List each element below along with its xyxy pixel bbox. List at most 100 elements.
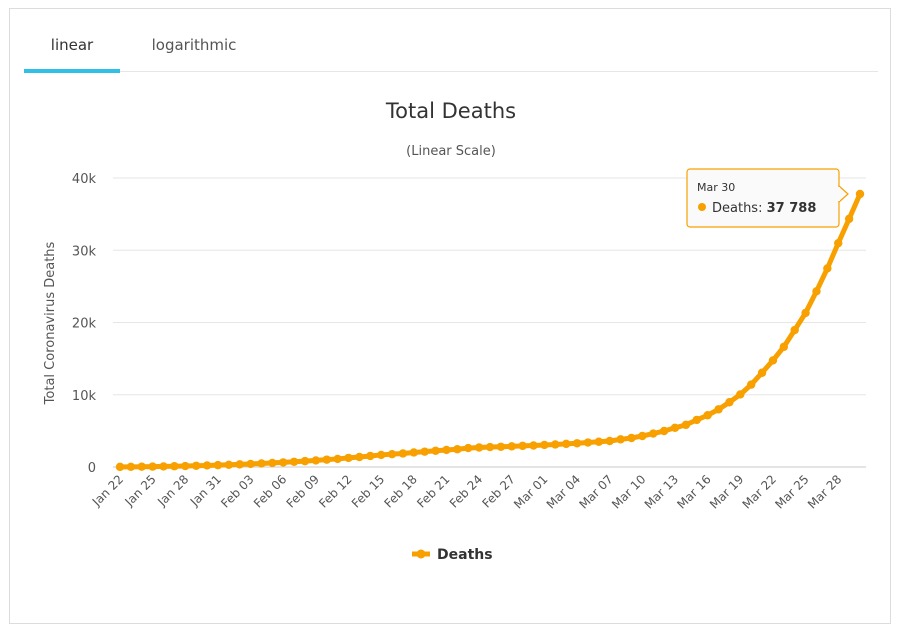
data-point[interactable] — [801, 308, 810, 318]
data-point[interactable] — [844, 214, 854, 224]
data-point[interactable] — [344, 453, 353, 463]
data-point[interactable] — [670, 423, 680, 432]
svg-text:Deaths: 37 788: Deaths: 37 788 — [712, 201, 816, 216]
y-tick-label: 40k — [72, 172, 97, 187]
tab-linear[interactable]: linear — [50, 36, 94, 54]
data-point[interactable] — [300, 456, 310, 466]
data-point[interactable] — [213, 460, 223, 470]
tooltip-series-marker — [698, 203, 706, 211]
tooltip-pointer — [838, 184, 849, 204]
data-point[interactable] — [594, 437, 604, 446]
data-point[interactable] — [224, 460, 234, 469]
data-point[interactable] — [518, 441, 527, 451]
data-point[interactable] — [170, 462, 179, 471]
data-point[interactable] — [583, 438, 593, 447]
data-point[interactable] — [257, 459, 266, 468]
data-point[interactable] — [126, 462, 136, 472]
data-point[interactable] — [398, 449, 408, 458]
x-tick-label: Feb 27 — [479, 472, 517, 510]
data-point[interactable] — [496, 442, 506, 451]
data-point[interactable] — [181, 461, 190, 471]
tooltip-series-name: Deaths — [712, 201, 758, 216]
data-point[interactable] — [649, 429, 658, 438]
data-point[interactable] — [812, 287, 821, 296]
data-point[interactable] — [561, 439, 571, 449]
data-point[interactable] — [474, 443, 484, 452]
data-point[interactable] — [311, 456, 321, 465]
x-tick-label: Jan 31 — [187, 472, 224, 509]
chart-frame: linear logarithmic — [9, 8, 891, 624]
data-point[interactable] — [540, 440, 549, 450]
data-point[interactable] — [420, 447, 429, 456]
data-point[interactable] — [659, 426, 669, 436]
x-tick-label: Feb 21 — [414, 472, 452, 510]
x-tick-label: Mar 10 — [609, 472, 648, 511]
x-tick-label: Feb 09 — [284, 472, 322, 510]
data-point[interactable] — [246, 459, 255, 469]
data-point[interactable] — [779, 342, 789, 352]
x-tick-label: Mar 16 — [674, 472, 713, 511]
data-point[interactable] — [409, 448, 419, 457]
data-point[interactable] — [605, 436, 614, 446]
data-point[interactable] — [507, 442, 516, 451]
data-point[interactable] — [191, 461, 201, 470]
tooltip: Mar 30 Deaths: 37 788 — [686, 168, 849, 228]
x-tick-label: Mar 22 — [740, 472, 779, 511]
data-point[interactable] — [137, 462, 146, 471]
data-point[interactable] — [746, 380, 756, 389]
x-tick-label: Mar 19 — [707, 472, 746, 511]
y-tick-label: 10k — [72, 389, 97, 404]
x-tick-label: Jan 25 — [122, 472, 159, 509]
data-point[interactable] — [453, 445, 462, 454]
data-point[interactable] — [376, 450, 386, 460]
x-tick-label: Feb 24 — [447, 472, 485, 510]
data-point[interactable] — [485, 442, 495, 452]
data-point[interactable] — [790, 325, 799, 335]
data-point[interactable] — [616, 435, 625, 444]
data-point[interactable] — [638, 431, 647, 441]
data-point[interactable] — [322, 455, 331, 464]
x-tick-label: Jan 22 — [89, 472, 126, 509]
active-tab-indicator — [24, 69, 120, 73]
x-tick-label: Feb 06 — [251, 472, 289, 510]
data-point[interactable] — [855, 189, 865, 199]
x-tick-label: Mar 04 — [544, 472, 583, 511]
data-point[interactable] — [529, 441, 538, 450]
data-point[interactable] — [714, 405, 723, 414]
data-point[interactable] — [279, 458, 288, 467]
data-point[interactable] — [551, 440, 560, 449]
data-point[interactable] — [627, 433, 636, 443]
data-point[interactable] — [387, 449, 397, 459]
data-point[interactable] — [681, 420, 691, 430]
data-point[interactable] — [333, 454, 342, 464]
tooltip-date: Mar 30 — [697, 181, 735, 194]
data-point[interactable] — [442, 445, 451, 455]
data-point[interactable] — [268, 458, 277, 468]
data-point[interactable] — [464, 443, 473, 453]
data-point[interactable] — [115, 462, 125, 472]
data-point[interactable] — [572, 439, 582, 448]
data-point[interactable] — [366, 451, 375, 461]
data-point[interactable] — [757, 368, 767, 377]
data-point[interactable] — [703, 411, 712, 420]
chart-legend[interactable]: Deaths — [412, 547, 493, 563]
data-point[interactable] — [355, 452, 364, 462]
data-point[interactable] — [768, 356, 778, 365]
data-point[interactable] — [692, 415, 701, 425]
data-point[interactable] — [823, 264, 832, 273]
data-point[interactable] — [202, 461, 212, 470]
x-tick-label: Mar 07 — [576, 472, 615, 511]
data-point[interactable] — [289, 457, 299, 466]
data-point[interactable] — [148, 462, 157, 471]
legend-deaths-label: Deaths — [437, 547, 493, 563]
chart-title: Total Deaths — [385, 99, 516, 123]
x-tick-label: Jan 28 — [154, 472, 191, 509]
tab-logarithmic[interactable]: logarithmic — [151, 36, 237, 54]
series-line-deaths — [117, 191, 863, 470]
data-point[interactable] — [431, 446, 440, 455]
data-point[interactable] — [736, 390, 745, 399]
data-point[interactable] — [235, 460, 244, 469]
data-point[interactable] — [159, 462, 168, 471]
data-point[interactable] — [834, 238, 843, 248]
data-point[interactable] — [725, 398, 734, 407]
